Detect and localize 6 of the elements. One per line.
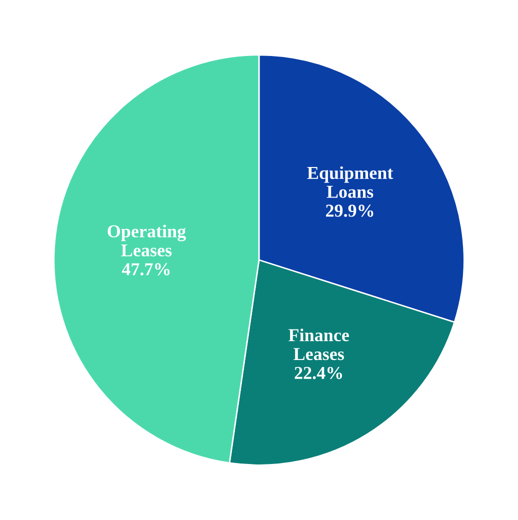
slice-label: Equipment Loans: [307, 166, 394, 198]
slice-label: Finance Leases: [288, 328, 349, 360]
slice-label: Operating Leases: [108, 224, 186, 256]
data-label: 22.4%: [294, 366, 342, 380]
data-label: 29.9%: [326, 204, 374, 217]
data-label: 47.7%: [122, 263, 170, 276]
